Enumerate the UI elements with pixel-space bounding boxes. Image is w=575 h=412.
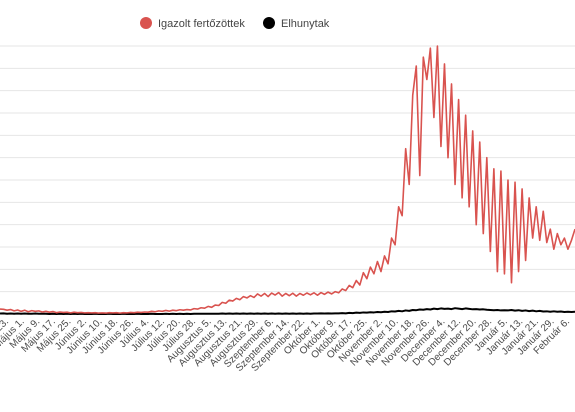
chart-legend: Igazolt fertőzöttek Elhunytak bbox=[140, 17, 330, 30]
legend-item-confirmed[interactable]: Igazolt fertőzöttek bbox=[140, 17, 245, 30]
x-axis-tick-labels: április 23.Május 1.Május 9.Május 17.Máju… bbox=[0, 316, 572, 374]
legend-marker-deaths bbox=[263, 17, 275, 29]
chart-gridlines bbox=[0, 45, 575, 293]
series-line-confirmed bbox=[0, 45, 575, 314]
chart-series bbox=[0, 45, 575, 315]
series-line-deaths bbox=[0, 307, 575, 315]
legend-marker-confirmed bbox=[140, 17, 152, 29]
legend-item-deaths[interactable]: Elhunytak bbox=[263, 17, 330, 30]
legend-label-deaths: Elhunytak bbox=[281, 18, 330, 30]
legend-label-confirmed: Igazolt fertőzöttek bbox=[158, 18, 245, 30]
